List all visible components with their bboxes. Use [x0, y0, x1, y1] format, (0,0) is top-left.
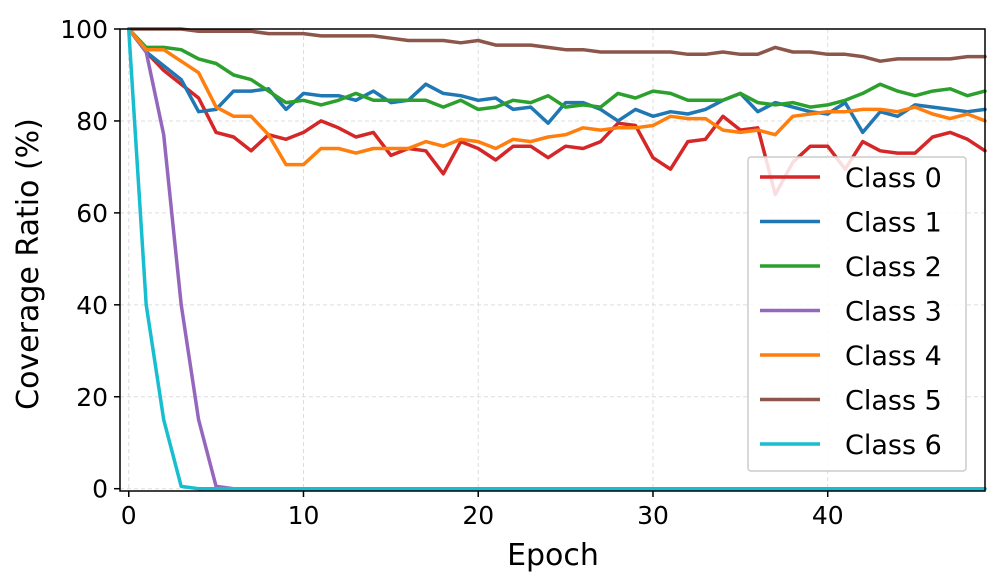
series-line-class-2: [126, 27, 987, 112]
x-axis-label: Epoch: [507, 538, 599, 573]
legend-label-class-3: Class 3: [845, 297, 942, 328]
y-tick-label: 60: [76, 199, 108, 228]
gridlines: [120, 28, 985, 491]
x-tick-label: 10: [288, 501, 320, 530]
x-tick-label: 20: [462, 501, 494, 530]
x-tick-label: 30: [637, 501, 669, 530]
series-line-class-6: [126, 27, 987, 491]
y-tick-label: 20: [76, 383, 108, 412]
legend-label-class-2: Class 2: [845, 252, 942, 283]
x-tick-label: 0: [121, 501, 137, 530]
legend-label-class-1: Class 1: [845, 208, 942, 239]
y-axis-ticks: 0 20 40 60 80 100: [60, 15, 120, 504]
plot-frame: [119, 28, 986, 492]
x-tick-label: 40: [812, 501, 844, 530]
y-tick-label: 80: [76, 107, 108, 136]
series-line-class-5: [126, 27, 987, 63]
x-axis-ticks: 0 10 20 30 40: [121, 491, 844, 530]
y-tick-label: 100: [60, 15, 108, 44]
legend-label-class-0: Class 0: [845, 163, 942, 194]
legend-label-class-5: Class 5: [845, 386, 942, 417]
y-tick-label: 40: [76, 291, 108, 320]
legend: Class 0 Class 1 Class 2 Class 3 Class 4 Class…: [747, 156, 967, 472]
legend-label-class-6: Class 6: [845, 430, 942, 461]
legend-box: [747, 156, 967, 472]
y-axis-label: Coverage Ratio (%): [11, 118, 46, 410]
y-tick-label: 0: [92, 475, 108, 504]
series-line-class-4: [126, 27, 987, 167]
series-lines: [126, 27, 987, 491]
legend-label-class-4: Class 4: [845, 341, 942, 372]
